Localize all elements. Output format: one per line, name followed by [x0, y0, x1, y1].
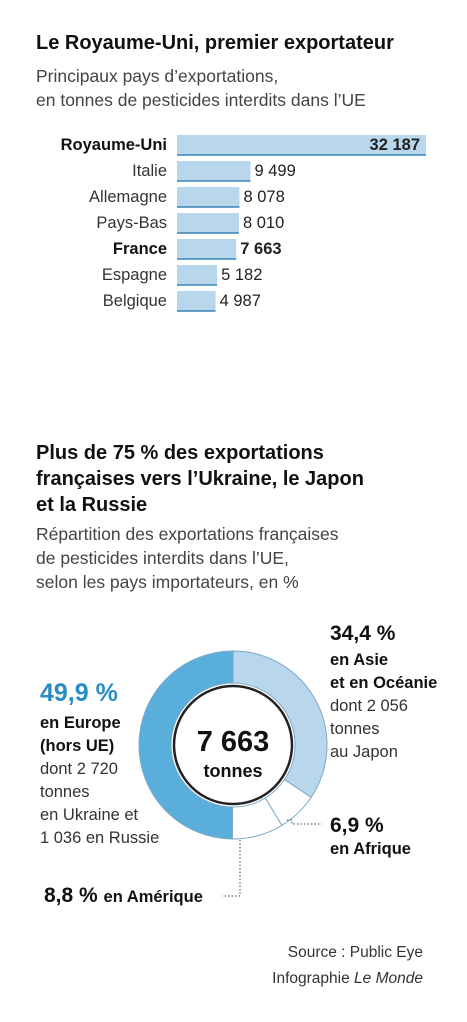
donut-center-ring: [172, 684, 294, 806]
bar-0: [177, 135, 426, 155]
credit-name: Le Monde: [354, 970, 423, 987]
bar-category-label-1: Italie: [132, 162, 167, 180]
slice-label-detail-0-3: 1 036 en Russie: [40, 829, 159, 847]
subtitle-1-line-2: en tonnes de pesticides interdits dans l…: [36, 90, 366, 110]
slice-label-pct-0: 49,9 %: [40, 679, 118, 707]
source-note: Source : Public Eye: [287, 944, 423, 961]
bar-category-label-0: Royaume-Uni: [61, 136, 167, 154]
title-2-line-2: françaises vers l’Ukraine, le Japon: [36, 468, 364, 490]
bar-category-label-6: Belgique: [103, 292, 167, 310]
bar-value-label-0: 32 187: [370, 136, 420, 154]
slice-label-pct-1: 34,4 %: [330, 622, 396, 645]
bar-value-label-5: 5 182: [221, 266, 262, 284]
leader-line-afrique: [287, 819, 322, 825]
bar-value-label-1: 9 499: [254, 162, 295, 180]
chart-subtitle-2: Répartition des exportations françaises …: [36, 522, 436, 594]
chart-title-1: Le Royaume-Uni, premier exportateur: [36, 32, 394, 54]
slice-label-region2-1: et en Océanie: [330, 674, 437, 692]
slice-label-amerique: 8,8 % en Amérique: [44, 884, 203, 907]
chart-title-2: Plus de 75 % des exportations françaises…: [36, 440, 396, 518]
bar-1: [177, 161, 251, 181]
bar-value-label-6: 4 987: [220, 292, 261, 310]
chart-subtitle-1: Principaux pays d’exportations, en tonne…: [36, 64, 456, 112]
slice-label-pct-2: 6,9 %: [330, 814, 384, 837]
donut-center-value: 7 663: [197, 726, 270, 758]
bar-chart: Royaume-Uni 32 187 Italie 9 499 Allemagne 8 0…: [61, 135, 426, 312]
slice-label-detail-1-0: dont 2 056: [330, 697, 408, 715]
donut-slice-0: [138, 650, 234, 840]
bar-category-label-4: France: [113, 240, 167, 258]
bar-category-label-3: Pays-Bas: [96, 214, 167, 232]
bar-value-label-2: 8 078: [243, 188, 284, 206]
bar-value-label-4: 7 663: [240, 240, 281, 258]
title-2-line-1: Plus de 75 % des exportations: [36, 442, 324, 464]
subtitle-2-line-3: selon les pays importateurs, en %: [36, 572, 299, 592]
bar-4: [177, 239, 237, 259]
slice-label-detail-0-0: dont 2 720: [40, 760, 118, 778]
slice-label-region-1: en Asie: [330, 651, 388, 669]
credit-note: Infographie Le Monde: [272, 970, 423, 988]
credit-prefix: Infographie: [272, 970, 355, 987]
bar-3: [177, 213, 239, 233]
bar-5: [177, 265, 218, 285]
title-2-line-3: et la Russie: [36, 494, 148, 516]
slice-label-region-0: en Europe: [40, 714, 121, 732]
bar-category-label-2: Allemagne: [89, 188, 167, 206]
slice-label-detail-1-1: tonnes: [330, 720, 380, 738]
subtitle-1-line-1: Principaux pays d’exportations,: [36, 66, 279, 86]
slice-label-region-2: en Afrique: [330, 840, 411, 858]
bar-value-label-3: 8 010: [243, 214, 284, 232]
subtitle-2-line-2: de pesticides interdits dans l’UE,: [36, 548, 289, 568]
bar-6: [177, 291, 216, 311]
bar-2: [177, 187, 240, 207]
subtitle-2-line-1: Répartition des exportations françaises: [36, 524, 339, 544]
slice-label-pct-3: 8,8 %: [44, 884, 104, 907]
donut-slice-1: [232, 650, 328, 799]
bar-category-label-5: Espagne: [102, 266, 167, 284]
slice-label-region2-0: (hors UE): [40, 737, 114, 755]
slice-label-detail-1-2: au Japon: [330, 743, 398, 761]
slice-label-detail-0-2: en Ukraine et: [40, 806, 139, 824]
slice-label-region-3: en Amérique: [104, 888, 203, 906]
donut-chart: 7 663 tonnes 49,9 % en Europe (hors UE) dont …: [40, 622, 437, 907]
slice-label-detail-0-1: tonnes: [40, 783, 90, 801]
leader-line-amerique: [222, 840, 241, 897]
donut-center-unit: tonnes: [203, 761, 262, 781]
